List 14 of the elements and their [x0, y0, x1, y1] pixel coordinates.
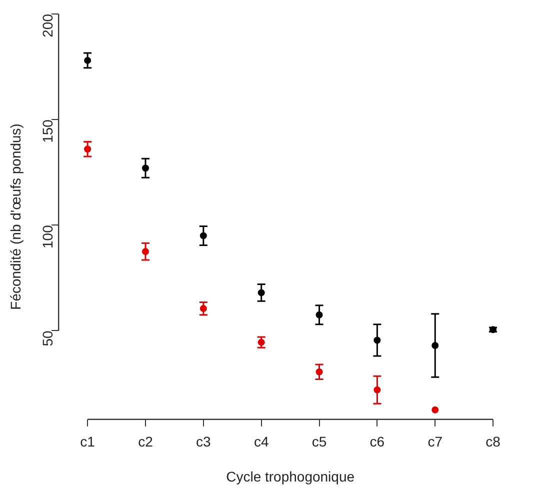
- x-tick-label: c8: [486, 434, 501, 450]
- x-tick-label: c6: [370, 434, 385, 450]
- x-tick-label: c3: [196, 434, 212, 450]
- x-tick-label: c1: [80, 434, 96, 450]
- x-tick-label: c2: [138, 434, 154, 450]
- y-tick-label: 50: [39, 330, 56, 346]
- x-tick-label: c7: [428, 434, 443, 450]
- y-tick-label: 150: [39, 119, 56, 143]
- y-tick-label: 100: [39, 224, 56, 249]
- x-tick-label: c4: [254, 434, 269, 450]
- x-axis-title: Cycle trophogonique: [226, 468, 355, 484]
- y-tick-label: 200: [39, 14, 56, 38]
- y-axis-title: Fécondité (nb d'œufs pondus): [7, 124, 24, 310]
- x-tick-label: c5: [312, 434, 327, 450]
